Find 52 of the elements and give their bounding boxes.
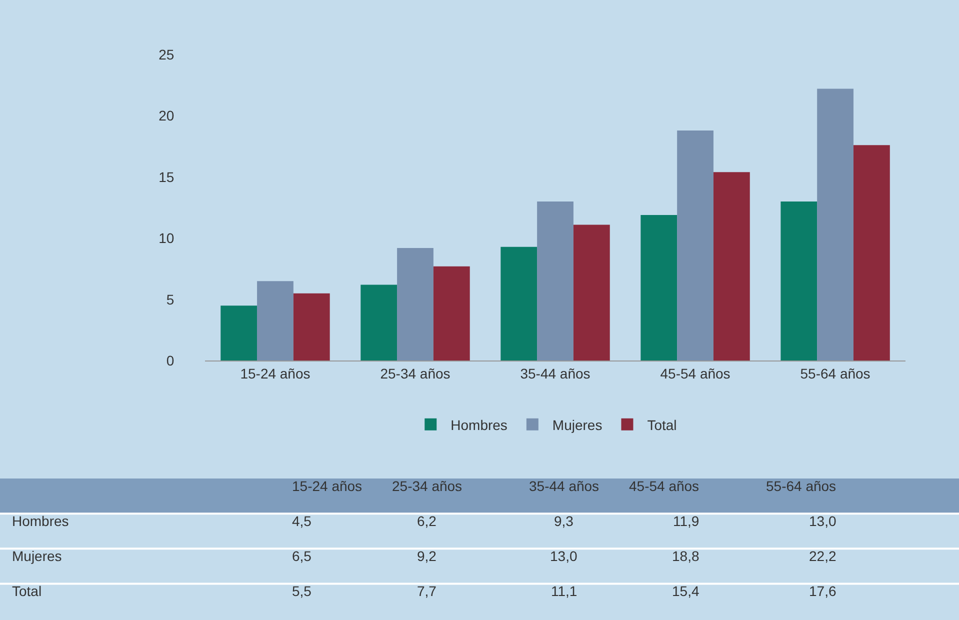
category-label: 25-34 años xyxy=(392,478,462,494)
bar xyxy=(713,172,750,361)
data-label: 17,6 xyxy=(809,583,836,599)
data-label: 7,7 xyxy=(417,583,437,599)
category-label: 15-24 años xyxy=(292,478,362,494)
bar xyxy=(433,266,470,361)
text: Mujeres xyxy=(12,548,62,564)
bar xyxy=(397,248,434,361)
data-label: 13,0 xyxy=(550,548,578,564)
data-label: 11,1 xyxy=(551,583,578,599)
bar xyxy=(500,246,538,361)
x-tick-label: 25-34 años xyxy=(380,366,450,382)
y-tick-label: 5 xyxy=(166,291,174,308)
bar xyxy=(817,88,854,361)
y-tick-label: 25 xyxy=(158,46,174,62)
data-label: 6,5 xyxy=(292,548,312,564)
bar xyxy=(780,202,818,361)
bar xyxy=(640,214,678,361)
x-tick-label: 45-54 años xyxy=(660,366,730,382)
x-tick-label: 35-44 años xyxy=(520,366,590,382)
data-label: 18,8 xyxy=(672,548,700,564)
category-label: 45-54 años xyxy=(629,478,700,494)
bar xyxy=(360,284,398,361)
category-label: 35-44 años xyxy=(529,478,600,494)
bar xyxy=(537,202,574,361)
legend-label: Mujeres xyxy=(552,416,602,433)
bar xyxy=(677,130,714,361)
bar xyxy=(293,293,330,361)
data-label: 22,2 xyxy=(809,548,836,564)
data-label: 11,9 xyxy=(673,513,700,529)
data-label: 9,2 xyxy=(417,548,437,564)
bar xyxy=(853,145,890,361)
y-tick-label: 20 xyxy=(158,108,174,124)
data-label: 15,4 xyxy=(672,583,700,599)
text: Total xyxy=(12,583,42,599)
data-label: 4,5 xyxy=(292,513,312,529)
bar xyxy=(220,306,258,361)
bar xyxy=(573,224,610,361)
x-tick-label: 15-24 años xyxy=(240,366,310,382)
data-label: 5,5 xyxy=(292,583,312,599)
y-tick-label: 15 xyxy=(158,168,174,185)
data-label: 6,2 xyxy=(417,513,437,529)
category-label: 55-64 años xyxy=(766,478,836,494)
data-label: 9,3 xyxy=(554,513,574,529)
legend-label: Total xyxy=(647,416,677,433)
data-label: 13,0 xyxy=(809,513,836,529)
bar xyxy=(257,281,294,361)
y-tick-label: 0 xyxy=(166,352,174,369)
text: Hombres xyxy=(12,513,69,529)
y-tick-label: 10 xyxy=(158,230,174,246)
x-tick-label: 55-64 años xyxy=(800,366,870,382)
legend-label: Hombres xyxy=(450,416,508,433)
